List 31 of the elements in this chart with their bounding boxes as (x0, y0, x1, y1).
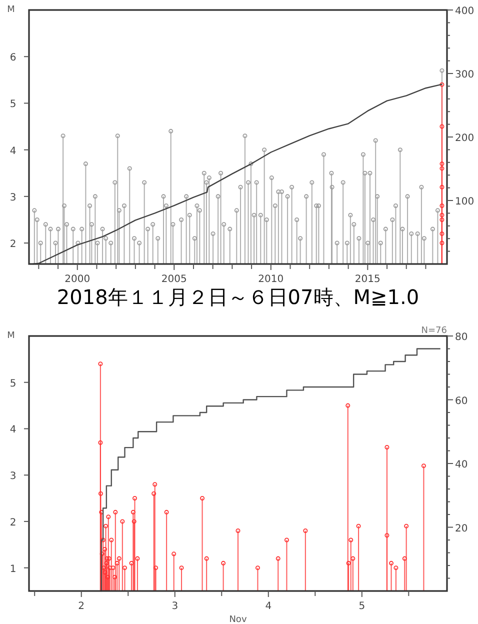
y-tick-label: 2 (10, 239, 16, 250)
x-tick-label: 2015 (354, 274, 380, 285)
x-tick-label: 2000 (64, 274, 90, 285)
y-tick-label: 4 (10, 146, 16, 157)
y-tick-label: 4 (10, 424, 16, 436)
y-axis-title: M (7, 5, 15, 15)
y2-tick-label: 20 (455, 523, 468, 534)
y-tick-label: 2 (10, 517, 16, 528)
y2-tick-label: 60 (455, 396, 468, 407)
annotation: N=76 (421, 326, 448, 336)
y-tick-label: 3 (10, 192, 16, 204)
y-tick-label: 6 (10, 52, 16, 64)
x-tick-label: 5 (358, 601, 366, 612)
y2-tick-label: 80 (455, 332, 468, 343)
y-tick-label: 5 (10, 99, 16, 110)
y-tick-label: 5 (10, 378, 16, 390)
y-tick-label: 3 (10, 471, 16, 482)
chart-title: 2018年１１月２日～６日07時、M≧1.0 (56, 285, 420, 309)
x-axis-title: Nov (229, 615, 248, 624)
x-tick-label: 2 (78, 601, 85, 612)
y2-tick-label: 300 (455, 70, 474, 80)
x-tick-label: 2005 (161, 274, 187, 285)
x-tick-label: 4 (265, 601, 272, 612)
y2-tick-label: 400 (455, 6, 474, 17)
y2-tick-label: 100 (455, 196, 474, 208)
y2-tick-label: 200 (455, 133, 474, 144)
x-tick-label: 2010 (258, 274, 284, 285)
x-tick-label: 3 (172, 601, 178, 612)
y2-tick-label: 40 (455, 460, 468, 470)
y-axis-title: M (7, 331, 15, 341)
y-tick-label: 1 (10, 564, 16, 575)
